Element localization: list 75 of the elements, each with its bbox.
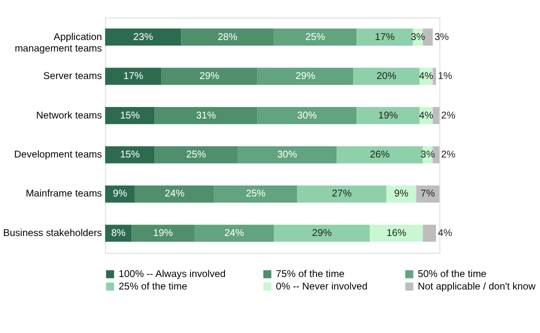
data-label: 4%: [418, 71, 434, 82]
data-label: 9%: [112, 188, 128, 200]
bar: [238, 146, 337, 164]
bar: [181, 28, 274, 46]
data-label: 30%: [297, 110, 318, 122]
data-label: 3%: [434, 32, 450, 43]
bar: [432, 68, 436, 85]
data-label: 27%: [332, 188, 352, 200]
y-tick-label: Application management teams: [14, 32, 102, 54]
data-label: 19%: [378, 110, 398, 122]
bar: [353, 68, 420, 85]
bar: [132, 224, 194, 242]
bar: [336, 146, 423, 164]
data-label: 23%: [133, 32, 154, 43]
data-label: 31%: [196, 110, 216, 122]
data-label: 17%: [374, 32, 395, 43]
bar: [161, 68, 258, 85]
bar: [274, 28, 357, 46]
data-label: 29%: [312, 228, 332, 239]
data-label: 25%: [305, 32, 326, 43]
bar: [105, 146, 155, 164]
bar: [257, 107, 357, 124]
bar: [105, 28, 182, 46]
data-label: 15%: [120, 110, 140, 122]
data-label: 7%: [420, 188, 436, 200]
data-label: 3%: [420, 149, 436, 160]
data-label: 2%: [441, 110, 456, 122]
bar: [422, 224, 436, 242]
y-tick-label: Network teams: [36, 110, 102, 122]
legend-label: Not applicable / don't know: [418, 281, 536, 292]
data-label: 29%: [295, 71, 316, 82]
data-label: 20%: [376, 71, 397, 82]
data-label: 25%: [186, 149, 206, 160]
bar: [356, 107, 420, 124]
data-label: 30%: [277, 149, 298, 160]
data-label: 15%: [120, 149, 140, 160]
data-label: 24%: [164, 188, 185, 200]
legend-label: 0% -- Never involved: [276, 281, 368, 292]
y-tick-label: Mainframe teams: [26, 188, 102, 200]
y-tick-label: Business stakeholders: [3, 228, 102, 239]
bar: [356, 28, 413, 46]
bar: [432, 146, 440, 164]
bar: [370, 224, 423, 242]
data-label: 29%: [199, 71, 220, 82]
data-label: 16%: [386, 228, 406, 239]
data-label: 25%: [246, 188, 266, 200]
data-label: 8%: [111, 228, 126, 239]
bar: [154, 107, 258, 124]
data-label: 19%: [153, 228, 174, 239]
bar: [105, 107, 155, 124]
bar: [154, 146, 238, 164]
data-label: 2%: [441, 149, 456, 160]
bar: [297, 186, 386, 203]
legend-label: 75% of the time: [276, 268, 345, 280]
bar: [134, 186, 214, 203]
legend-label: 50% of the time: [418, 268, 487, 280]
bar: [105, 68, 162, 85]
data-label: 28%: [218, 32, 238, 43]
legend-label: 25% of the time: [118, 281, 188, 292]
data-label: 3%: [410, 32, 426, 43]
y-tick-label: Server teams: [43, 71, 102, 82]
y-tick-label: Development teams: [14, 149, 102, 160]
data-label: 4%: [438, 228, 452, 239]
bar: [274, 224, 370, 242]
bar: [257, 68, 354, 85]
bar: [194, 224, 274, 242]
bar: [214, 186, 298, 203]
data-label: 26%: [370, 149, 390, 160]
bar: [432, 107, 440, 124]
data-label: 4%: [418, 110, 434, 122]
data-label: 24%: [224, 228, 244, 239]
data-label: 1%: [438, 71, 452, 82]
data-label: 17%: [123, 71, 144, 82]
legend-label: 100% -- Always involved: [118, 268, 226, 280]
data-label: 9%: [394, 188, 409, 200]
